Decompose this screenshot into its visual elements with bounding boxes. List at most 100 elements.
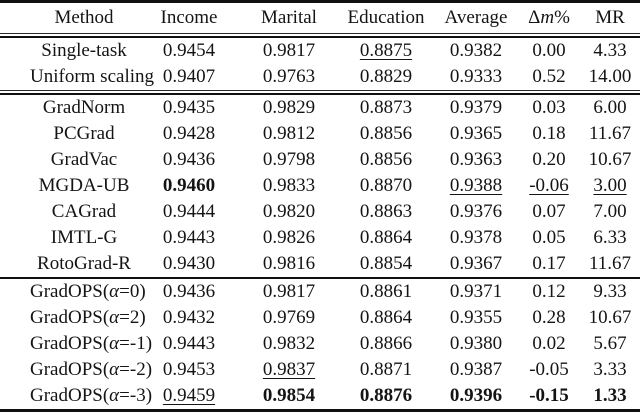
value-cell: 0.8875 bbox=[359, 40, 413, 61]
value-cell: 0.9428 bbox=[162, 123, 216, 144]
value-cell: 0.18 bbox=[532, 123, 566, 144]
column-header: Marital bbox=[261, 7, 317, 28]
value-cell: 0.9817 bbox=[262, 40, 316, 61]
value-cell: 0.9460 bbox=[162, 175, 216, 196]
value-cell: 0.9333 bbox=[449, 66, 503, 87]
value-cell: 6.00 bbox=[593, 97, 627, 118]
table-row: MGDA-UB 0.9460 0.9833 0.8870 0.9388 -0.06 3.00 bbox=[0, 173, 640, 199]
value-cell: 0.05 bbox=[532, 227, 566, 248]
method-cell: GradNorm bbox=[42, 97, 126, 118]
method-cell: GradOPS(α=2) bbox=[30, 307, 146, 328]
value-cell: 0.9453 bbox=[162, 359, 216, 380]
value-cell: 5.67 bbox=[593, 333, 627, 354]
value-cell: 0.9816 bbox=[262, 253, 316, 274]
method-cell: RotoGrad-R bbox=[37, 253, 131, 274]
value-cell: 0.9829 bbox=[262, 97, 316, 118]
value-cell: 0.8856 bbox=[359, 123, 413, 144]
method-cell: IMTL-G bbox=[50, 227, 118, 248]
value-cell: -0.05 bbox=[529, 359, 569, 380]
value-cell: 0.9443 bbox=[162, 227, 216, 248]
value-cell: 0.9365 bbox=[449, 123, 503, 144]
value-cell: 0.03 bbox=[532, 97, 566, 118]
value-cell: 0.9435 bbox=[162, 97, 216, 118]
value-cell: 0.8854 bbox=[359, 253, 413, 274]
value-cell: 0.8871 bbox=[359, 359, 413, 380]
table-row: CAGrad 0.9444 0.9820 0.8863 0.9376 0.07 7.00 bbox=[0, 199, 640, 225]
method-cell: Uniform scaling bbox=[30, 66, 155, 87]
value-cell: 9.33 bbox=[593, 281, 627, 302]
value-cell: 0.9388 bbox=[449, 175, 503, 196]
value-cell: 0.9826 bbox=[262, 227, 316, 248]
value-cell: 0.9812 bbox=[262, 123, 316, 144]
column-header: Income bbox=[160, 7, 218, 28]
table-row: Single-task 0.9454 0.9817 0.8875 0.9382 0.00 4… bbox=[0, 38, 640, 64]
value-cell: 14.00 bbox=[588, 66, 632, 87]
value-cell: 0.9436 bbox=[162, 149, 216, 170]
table-row: GradOPS(α=0) 0.9436 0.9817 0.8861 0.9371 0.12… bbox=[0, 279, 640, 305]
header-row: Method Income Marital Education Average Δm% MR bbox=[0, 3, 640, 33]
column-header: Method bbox=[54, 7, 114, 28]
column-header: Education bbox=[347, 7, 425, 28]
value-cell: 0.9378 bbox=[449, 227, 503, 248]
method-cell: PCGrad bbox=[53, 123, 115, 144]
value-cell: 4.33 bbox=[593, 40, 627, 61]
value-cell: 11.67 bbox=[588, 123, 632, 144]
value-cell: 0.9367 bbox=[449, 253, 503, 274]
value-cell: 0.9763 bbox=[262, 66, 316, 87]
value-cell: 0.52 bbox=[532, 66, 566, 87]
value-cell: 0.9376 bbox=[449, 201, 503, 222]
value-cell: 0.9407 bbox=[162, 66, 216, 87]
value-cell: 0.8864 bbox=[359, 227, 413, 248]
value-cell: 0.9817 bbox=[262, 281, 316, 302]
column-header: MR bbox=[595, 7, 625, 28]
value-cell: 0.8873 bbox=[359, 97, 413, 118]
value-cell: 0.07 bbox=[532, 201, 566, 222]
column-header: Δm% bbox=[528, 7, 570, 28]
value-cell: 3.00 bbox=[593, 175, 627, 196]
value-cell: 0.9832 bbox=[262, 333, 316, 354]
value-cell: 0.9432 bbox=[162, 307, 216, 328]
value-cell: 0.8866 bbox=[359, 333, 413, 354]
value-cell: 0.9854 bbox=[262, 385, 316, 406]
value-cell: 0.9798 bbox=[262, 149, 316, 170]
value-cell: 6.33 bbox=[593, 227, 627, 248]
value-cell: 0.9382 bbox=[449, 40, 503, 61]
value-cell: 0.9379 bbox=[449, 97, 503, 118]
value-cell: 0.8864 bbox=[359, 307, 413, 328]
value-cell: 11.67 bbox=[588, 253, 632, 274]
value-cell: 0.9444 bbox=[162, 201, 216, 222]
value-cell: 0.9396 bbox=[449, 385, 503, 406]
value-cell: 0.9355 bbox=[449, 307, 503, 328]
value-cell: 0.9363 bbox=[449, 149, 503, 170]
top-rule bbox=[0, 0, 640, 3]
value-cell: 0.8876 bbox=[359, 385, 413, 406]
value-cell: 0.9430 bbox=[162, 253, 216, 274]
table-row: GradVac 0.9436 0.9798 0.8856 0.9363 0.20 10.67 bbox=[0, 147, 640, 173]
table-body: Single-task 0.9454 0.9817 0.8875 0.9382 0.00 4… bbox=[0, 38, 640, 409]
value-cell: 0.8870 bbox=[359, 175, 413, 196]
method-cell: GradOPS(α=-3) bbox=[30, 385, 153, 406]
value-cell: 0.02 bbox=[532, 333, 566, 354]
value-cell: 0.8856 bbox=[359, 149, 413, 170]
table-row: GradOPS(α=2) 0.9432 0.9769 0.8864 0.9355 0.28… bbox=[0, 305, 640, 331]
table-row: GradNorm 0.9435 0.9829 0.8873 0.9379 0.03 6.00 bbox=[0, 95, 640, 121]
value-cell: 0.9459 bbox=[162, 385, 216, 406]
method-cell: MGDA-UB bbox=[38, 175, 130, 196]
value-cell: -0.06 bbox=[529, 175, 569, 196]
value-cell: 7.00 bbox=[593, 201, 627, 222]
bottom-rule bbox=[0, 409, 640, 412]
value-cell: 10.67 bbox=[588, 149, 632, 170]
table-row: IMTL-G 0.9443 0.9826 0.8864 0.9378 0.05 6.33 bbox=[0, 225, 640, 251]
value-cell: 0.8829 bbox=[359, 66, 413, 87]
value-cell: 0.9769 bbox=[262, 307, 316, 328]
value-cell: 0.9443 bbox=[162, 333, 216, 354]
section-rule bbox=[0, 90, 640, 95]
value-cell: 0.8861 bbox=[359, 281, 413, 302]
method-cell: GradOPS(α=0) bbox=[30, 281, 146, 302]
value-cell: -0.15 bbox=[529, 385, 569, 406]
method-cell: GradOPS(α=-1) bbox=[30, 333, 153, 354]
value-cell: 0.00 bbox=[532, 40, 566, 61]
table-row: GradOPS(α=-3) 0.9459 0.9854 0.8876 0.9396 -0.… bbox=[0, 383, 640, 409]
